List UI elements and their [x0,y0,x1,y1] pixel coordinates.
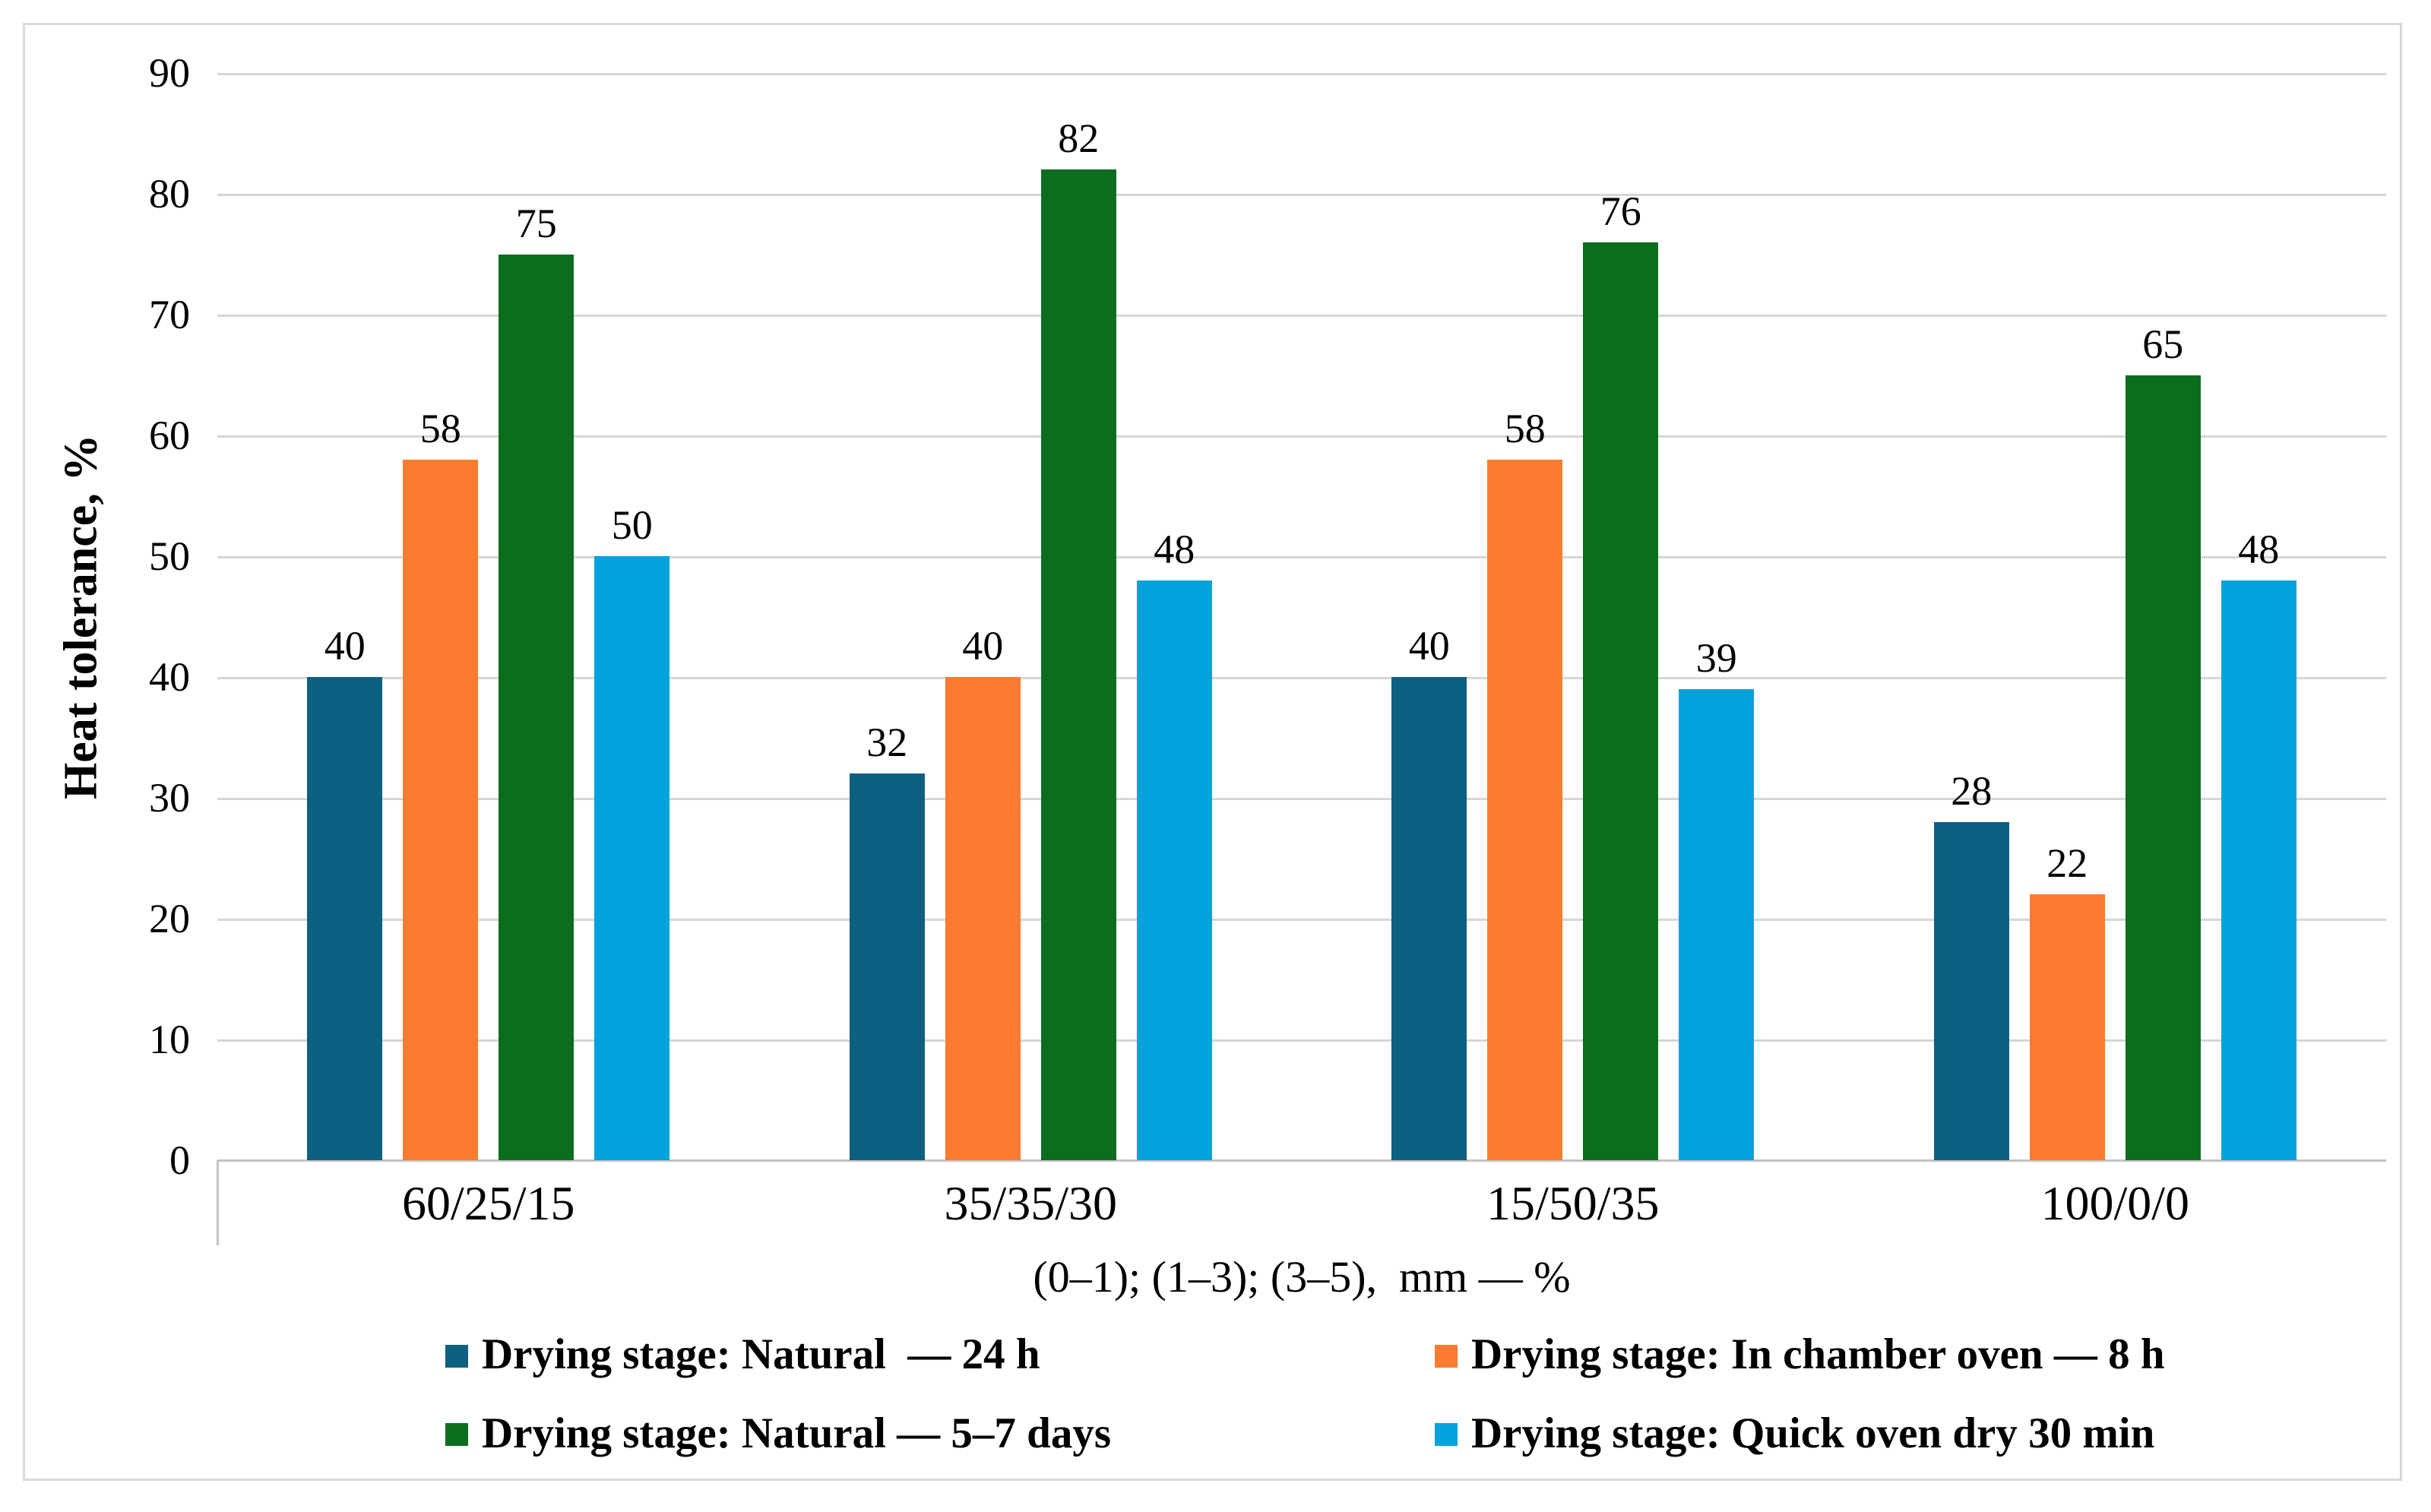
x-category-label: 60/25/15 [401,1176,575,1230]
y-tick-label-10: 10 [149,1016,190,1062]
bar-wrap: 50 [594,505,670,1160]
bar-value-label: 58 [1504,405,1546,451]
bar [1391,677,1467,1160]
bar-value-label: 50 [611,502,653,548]
legend-item: Drying stage: Quick oven dry 30 min [1435,1409,2165,1459]
bar-group-35/35/30: 32 40 82 48 [760,73,1303,1160]
bar [2221,580,2296,1160]
bar-wrap: 58 [1487,408,1563,1160]
bar-value-label: 40 [324,623,366,669]
gridline-90 [217,73,2386,75]
bar-value-label: 82 [1058,115,1100,162]
legend-item: Drying stage: Natural — 24 h [445,1330,1435,1380]
bar-group-60/25/15: 40 58 75 50 [217,73,760,1160]
bar [2029,894,2105,1160]
legend-marker-icon [445,1423,468,1447]
bar-value-label: 28 [1951,767,1993,814]
axis-edge-tick [217,1160,219,1245]
bar-wrap: 32 [849,722,925,1160]
x-category-label: 100/0/0 [2040,1176,2190,1230]
y-tick-label-40: 40 [149,654,190,700]
y-tick-label-30: 30 [149,775,190,821]
bar [499,254,575,1160]
legend-label: Drying stage: In chamber oven — 8 h [1471,1330,2165,1378]
bar-wrap: 75 [499,203,575,1160]
bar-group-100/0/0: 28 22 65 48 [1844,73,2387,1160]
gridline-70 [217,314,2386,317]
bar-wrap: 28 [1933,770,2009,1160]
x-category-label: 15/50/35 [1486,1176,1660,1230]
legend-marker-icon [445,1344,468,1368]
bar-wrap: 65 [2125,324,2201,1160]
legend-label: Drying stage: Natural — 5–7 days [482,1409,1112,1457]
bars-layer: 40 58 75 50 32 40 82 48 40 58 76 39 28 22 65 48 [217,73,2386,1160]
gridline-30 [217,798,2386,800]
bar-value-label: 39 [1695,634,1737,681]
bar-wrap: 76 [1583,191,1659,1160]
bar-wrap: 40 [1391,625,1467,1160]
legend-label: Drying stage: Quick oven dry 30 min [1471,1409,2155,1457]
bar-value-label: 65 [2142,321,2184,367]
bar-wrap: 40 [307,625,383,1160]
y-tick-label-60: 60 [149,413,190,458]
bar [1487,459,1563,1160]
bar-wrap: 22 [2029,843,2105,1160]
legend-label: Drying stage: Natural — 24 h [482,1330,1040,1378]
bar [594,556,670,1160]
x-axis-line [217,1159,2386,1162]
bar [1583,242,1659,1160]
bar [945,677,1021,1160]
bar [1040,169,1116,1160]
bar-value-label: 58 [419,405,461,451]
x-category-label: 35/35/30 [944,1176,1118,1230]
x-axis-categories: 60/25/15 35/35/30 15/50/35 100/0/0 [217,1179,2386,1228]
gridline-50 [217,555,2386,558]
gridline-40 [217,677,2386,679]
bar-value-label: 32 [866,720,908,766]
bar [1679,688,1755,1160]
bar-value-label: 48 [1154,526,1195,572]
bar [849,773,925,1160]
bar [2125,375,2201,1160]
y-tick-label-70: 70 [149,291,190,337]
gridline-20 [217,919,2386,921]
bar [1933,821,2009,1160]
legend-item: Drying stage: In chamber oven — 8 h [1435,1330,2165,1380]
bar-wrap: 58 [403,408,479,1160]
y-axis-ticks: 0 10 20 30 40 50 60 70 80 90 [0,52,190,1181]
bar-group-15/50/35: 40 58 76 39 [1302,73,1844,1160]
legend: Drying stage: Natural — 24 h Drying stage… [445,1330,2165,1458]
bar-wrap: 39 [1679,637,1755,1160]
y-tick-label-0: 0 [169,1137,190,1183]
bar-wrap: 48 [1136,529,1212,1160]
bar-value-label: 40 [962,623,1004,669]
gridline-60 [217,435,2386,438]
bar-wrap: 48 [2221,529,2296,1160]
bar [1136,580,1212,1160]
bar [307,677,383,1160]
bar-value-label: 48 [2238,526,2280,572]
legend-item: Drying stage: Natural — 5–7 days [445,1409,1435,1459]
bar-value-label: 40 [1408,623,1450,669]
bar-value-label: 22 [2046,840,2088,887]
plot-area: 40 58 75 50 32 40 82 48 40 58 76 39 28 22 65 48 [217,73,2386,1245]
legend-marker-icon [1435,1423,1458,1447]
bar-value-label: 75 [515,200,557,246]
y-tick-label-50: 50 [149,533,190,579]
y-tick-label-80: 80 [149,170,190,217]
gridline-10 [217,1039,2386,1042]
bar-wrap: 82 [1040,118,1116,1160]
y-tick-label-90: 90 [149,50,190,96]
legend-marker-icon [1435,1344,1458,1368]
bar-wrap: 40 [945,625,1021,1160]
x-axis-title: (0–1); (1–3); (3–5), mm — % [1033,1252,1571,1302]
y-tick-label-20: 20 [149,896,190,941]
bar [403,459,479,1160]
gridline-80 [217,193,2386,196]
bar-value-label: 76 [1600,188,1641,234]
